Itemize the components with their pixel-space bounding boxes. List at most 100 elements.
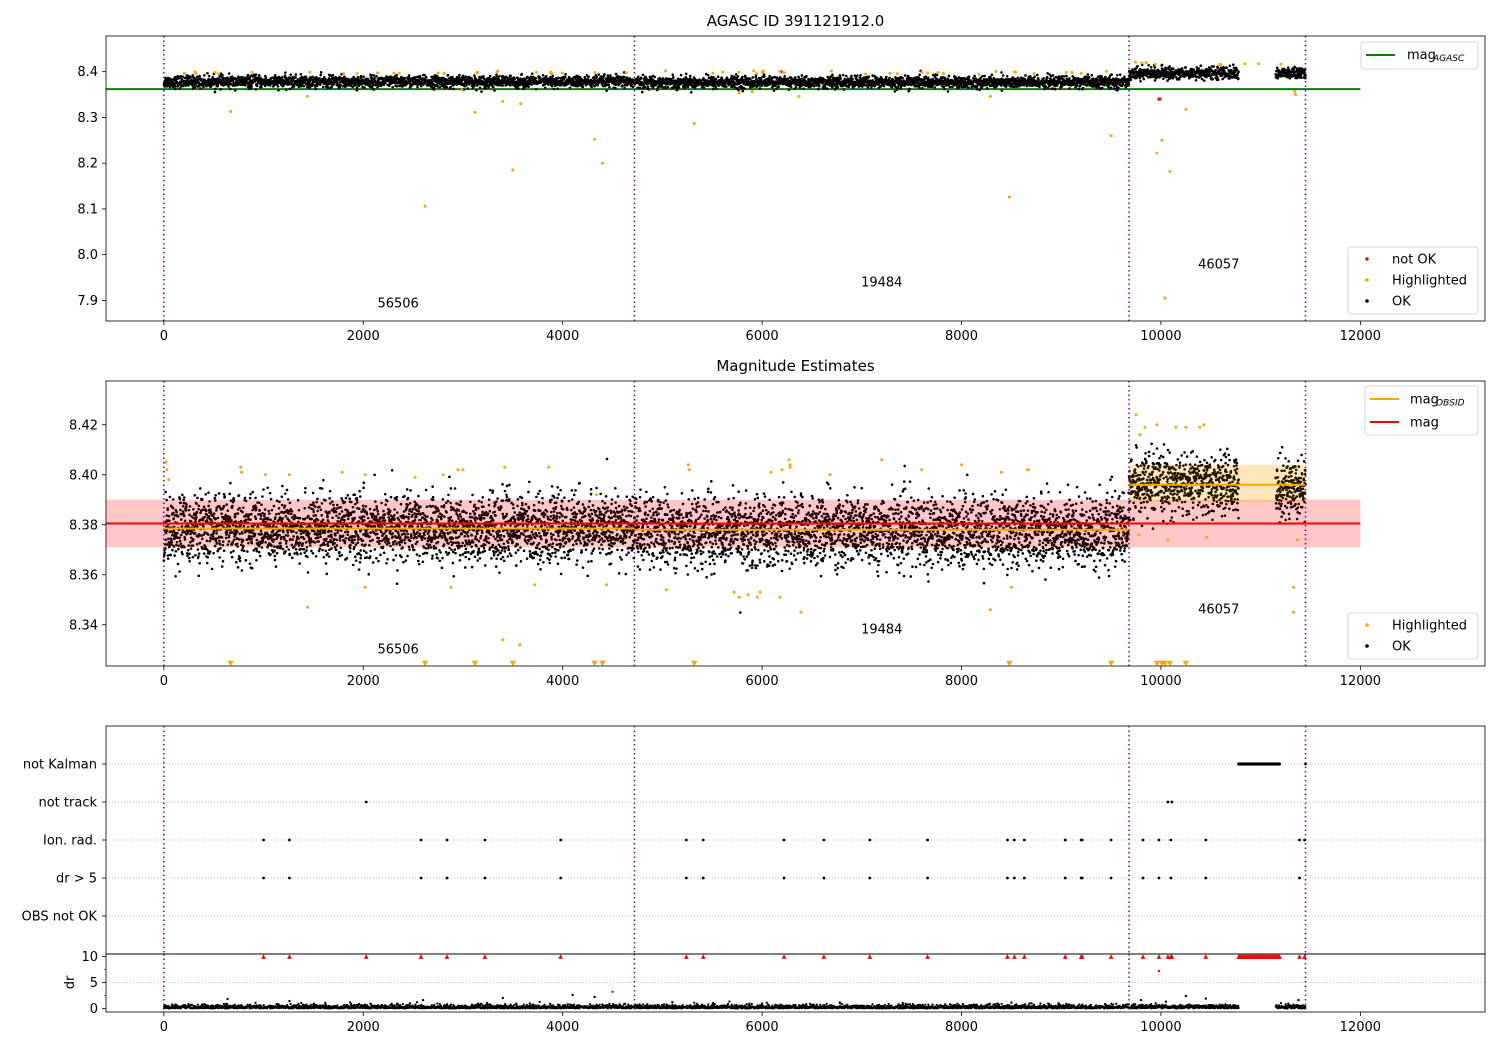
ok-point: [431, 80, 434, 84]
ok-point: [191, 73, 194, 77]
ok-point: [501, 84, 505, 87]
ok-point: [816, 87, 820, 91]
ok-point: [1211, 77, 1215, 81]
ok-point: [643, 85, 647, 89]
ok-point: [227, 72, 231, 75]
ok-point: [256, 82, 259, 86]
ok-point: [1046, 86, 1050, 90]
ok-point: [679, 73, 683, 77]
ok-point: [339, 83, 342, 87]
ok-point: [714, 77, 718, 81]
ok-point: [534, 87, 538, 91]
ok-point: [581, 85, 585, 89]
ok-point: [246, 73, 250, 77]
ok-point: [841, 73, 845, 77]
ok-point: [458, 73, 461, 77]
ok-point: [1171, 67, 1175, 71]
ok-point: [1200, 77, 1204, 81]
ok-point: [989, 75, 992, 79]
ok-point: [1216, 78, 1220, 82]
ok-point: [933, 86, 937, 89]
ok-point: [1100, 86, 1104, 90]
ok-point: [890, 86, 894, 89]
ok-point: [318, 83, 322, 86]
ok-point: [276, 81, 280, 85]
ok-point: [304, 75, 308, 79]
ok-point: [419, 84, 423, 88]
ok-point: [995, 84, 999, 88]
ok-point: [1086, 73, 1090, 76]
ok-point: [1000, 71, 1003, 74]
ok-point: [821, 86, 825, 90]
ok-point: [963, 85, 967, 89]
ok-point: [730, 74, 734, 78]
ok-point: [407, 74, 411, 77]
ok-point: [675, 88, 679, 92]
ok-point: [1059, 76, 1062, 80]
ok-point: [983, 74, 986, 78]
ok-point: [196, 75, 199, 78]
ok-point: [517, 87, 520, 90]
ok-point: [794, 86, 798, 89]
ok-point: [636, 86, 639, 89]
ok-point: [1167, 75, 1170, 79]
ok-point: [307, 82, 311, 86]
ok-point: [193, 86, 197, 89]
ok-point: [284, 88, 288, 91]
ok-point: [1275, 66, 1279, 70]
ok-point: [1136, 64, 1139, 68]
ok-point: [379, 84, 383, 88]
ok-point: [712, 75, 715, 79]
ok-point: [562, 78, 566, 81]
ok-point: [917, 76, 920, 79]
ok-point: [1292, 68, 1295, 71]
ok-point: [475, 88, 478, 92]
ok-point: [736, 75, 740, 78]
ok-point: [355, 86, 359, 90]
ok-point: [287, 78, 290, 82]
ok-point: [585, 82, 589, 86]
ok-point: [605, 89, 608, 92]
ok-point: [751, 76, 755, 79]
ok-point: [704, 78, 707, 82]
ok-point: [1116, 88, 1120, 92]
ok-point: [907, 83, 910, 87]
ok-point: [903, 74, 907, 77]
ok-point: [777, 85, 780, 89]
ok-point: [926, 76, 930, 80]
ok-point: [894, 85, 897, 89]
ok-point: [495, 73, 498, 77]
ok-point: [493, 89, 496, 92]
ok-point: [276, 85, 280, 88]
ok-point: [946, 78, 950, 81]
ok-point: [844, 82, 847, 85]
ok-point: [1036, 73, 1039, 77]
ok-point: [264, 74, 267, 78]
ok-point: [244, 84, 247, 87]
ok-point: [178, 87, 182, 90]
ok-point: [774, 84, 778, 87]
ok-point: [441, 81, 444, 85]
ok-point: [400, 75, 403, 79]
ok-point: [241, 75, 244, 79]
ok-point: [684, 72, 688, 76]
ok-point: [1000, 84, 1003, 87]
ok-point: [971, 83, 975, 86]
ok-point: [590, 85, 593, 89]
ok-point: [614, 72, 618, 76]
ok-point: [873, 84, 877, 88]
panel-1-plot: [106, 60, 1361, 300]
ok-point: [321, 85, 325, 89]
ok-point: [1199, 64, 1202, 68]
ok-point: [556, 87, 559, 90]
ok-point: [864, 84, 868, 87]
ok-point: [509, 74, 513, 78]
ok-point: [549, 80, 553, 83]
ok-point: [666, 86, 670, 89]
ok-point: [1075, 84, 1079, 87]
ok-point: [800, 74, 804, 77]
ok-point: [356, 76, 360, 79]
ok-point: [418, 74, 422, 78]
ok-point: [362, 75, 365, 79]
